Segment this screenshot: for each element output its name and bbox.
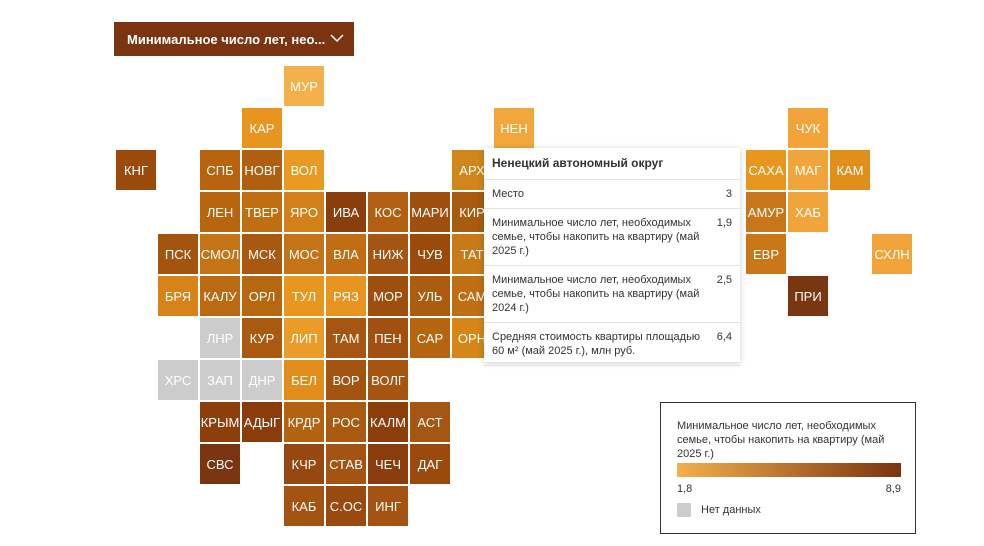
- region-tile[interactable]: УЛЬ: [410, 276, 450, 316]
- region-tile[interactable]: ЯРО: [284, 192, 324, 232]
- region-tile[interactable]: ЛЕН: [200, 192, 240, 232]
- no-data-swatch: [677, 503, 691, 517]
- tooltip-label: Минимальное число лет, необходимых семье…: [492, 274, 700, 314]
- tooltip-value: 3: [725, 188, 732, 200]
- tooltip-row: Средняя стоимость квартиры площадью 60 м…: [484, 323, 740, 366]
- region-tile[interactable]: АМУР: [746, 192, 786, 232]
- region-tile[interactable]: НОВГ: [242, 150, 282, 190]
- chevron: [330, 34, 344, 43]
- region-tile[interactable]: КАР: [242, 108, 282, 148]
- region-tile[interactable]: МОР: [368, 276, 408, 316]
- region-tile[interactable]: ДНР: [242, 360, 282, 400]
- region-tile[interactable]: БРЯ: [158, 276, 198, 316]
- tooltip-row: Минимальное число лет, необходимых семье…: [484, 209, 740, 266]
- region-tile[interactable]: ОРЛ: [242, 276, 282, 316]
- legend: Минимальное число лет, необходимых семье…: [660, 402, 916, 534]
- region-tile[interactable]: КУР: [242, 318, 282, 358]
- region-tile[interactable]: ПЕН: [368, 318, 408, 358]
- tooltip: Ненецкий автономный округ Место 3 Минималь…: [484, 148, 740, 366]
- legend-min: 1,8: [677, 483, 693, 495]
- region-tile[interactable]: СТАВ: [326, 444, 366, 484]
- region-tile[interactable]: ТУЛ: [284, 276, 324, 316]
- region-tile[interactable]: ВОЛ: [284, 150, 324, 190]
- region-tile[interactable]: ТАМ: [326, 318, 366, 358]
- no-data-label: Нет данных: [701, 504, 761, 516]
- region-tile[interactable]: АСТ: [410, 402, 450, 442]
- region-tile[interactable]: МАГ: [788, 150, 828, 190]
- dropdown[interactable]: Минимальное число лет, нео...: [114, 22, 354, 56]
- tooltip-row: Минимальное число лет, необходимых семье…: [484, 266, 740, 323]
- region-tile[interactable]: МСК: [242, 234, 282, 274]
- region-tile[interactable]: НЕН: [494, 108, 534, 148]
- region-tile[interactable]: ЧЕЧ: [368, 444, 408, 484]
- region-tile[interactable]: СВС: [200, 444, 240, 484]
- region-tile[interactable]: РЯЗ: [326, 276, 366, 316]
- region-tile[interactable]: КАМ: [830, 150, 870, 190]
- dropdown-label: Минимальное число лет, нео...: [127, 31, 326, 47]
- region-tile[interactable]: КРЫМ: [200, 402, 240, 442]
- tooltip-value: 1,9: [716, 217, 732, 229]
- region-tile[interactable]: ЛНР: [200, 318, 240, 358]
- region-tile[interactable]: САХА: [746, 150, 786, 190]
- region-tile[interactable]: ХРС: [158, 360, 198, 400]
- tooltip-label: Место: [492, 188, 524, 200]
- region-tile[interactable]: КРДР: [284, 402, 324, 442]
- tooltip-row: Место 3: [484, 180, 740, 209]
- tooltip-title: Ненецкий автономный округ: [484, 148, 740, 180]
- region-tile[interactable]: СПБ: [200, 150, 240, 190]
- region-tile[interactable]: СХЛН: [872, 234, 912, 274]
- tooltip-label: Минимальное число лет, необходимых семье…: [492, 217, 700, 257]
- tooltip-value: 6,4: [716, 331, 732, 343]
- region-tile[interactable]: ДАГ: [410, 444, 450, 484]
- region-tile[interactable]: С.ОС: [326, 486, 366, 526]
- region-tile[interactable]: ИВА: [326, 192, 366, 232]
- region-tile[interactable]: ЗАП: [200, 360, 240, 400]
- region-tile[interactable]: КАБ: [284, 486, 324, 526]
- region-tile[interactable]: МАРИ: [410, 192, 450, 232]
- region-tile[interactable]: КОС: [368, 192, 408, 232]
- tooltip-rows: Место 3 Минимальное число лет, необходимых…: [484, 180, 740, 366]
- region-tile[interactable]: МУР: [284, 66, 324, 106]
- tooltip-value: 2,5: [716, 274, 732, 286]
- region-tile[interactable]: ВОЛГ: [368, 360, 408, 400]
- region-tile[interactable]: НИЖ: [368, 234, 408, 274]
- region-tile[interactable]: САР: [410, 318, 450, 358]
- region-tile[interactable]: МОС: [284, 234, 324, 274]
- legend-gradient: [677, 463, 901, 477]
- legend-max: 8,9: [885, 483, 901, 495]
- region-tile[interactable]: ХАБ: [788, 192, 828, 232]
- region-tile[interactable]: ЕВР: [746, 234, 786, 274]
- region-tile[interactable]: ВЛА: [326, 234, 366, 274]
- region-tile[interactable]: ЧУК: [788, 108, 828, 148]
- region-tile[interactable]: КЧР: [284, 444, 324, 484]
- legend-title: Минимальное число лет, необходимых семье…: [677, 420, 885, 460]
- region-tile[interactable]: КАЛУ: [200, 276, 240, 316]
- region-tile[interactable]: ИНГ: [368, 486, 408, 526]
- region-tile[interactable]: РОС: [326, 402, 366, 442]
- region-tile[interactable]: ТВЕР: [242, 192, 282, 232]
- region-tile[interactable]: СМОЛ: [200, 234, 240, 274]
- region-tile[interactable]: БЕЛ: [284, 360, 324, 400]
- region-tile[interactable]: ЧУВ: [410, 234, 450, 274]
- region-tile[interactable]: ВОР: [326, 360, 366, 400]
- region-tile[interactable]: ПРИ: [788, 276, 828, 316]
- tooltip-label: Средняя стоимость квартиры площадью 60 м…: [492, 331, 701, 357]
- region-tile[interactable]: ПСК: [158, 234, 198, 274]
- region-tile[interactable]: ЛИП: [284, 318, 324, 358]
- region-tile[interactable]: АДЫГ: [242, 402, 282, 442]
- region-tile[interactable]: КНГ: [116, 150, 156, 190]
- region-tile[interactable]: КАЛМ: [368, 402, 408, 442]
